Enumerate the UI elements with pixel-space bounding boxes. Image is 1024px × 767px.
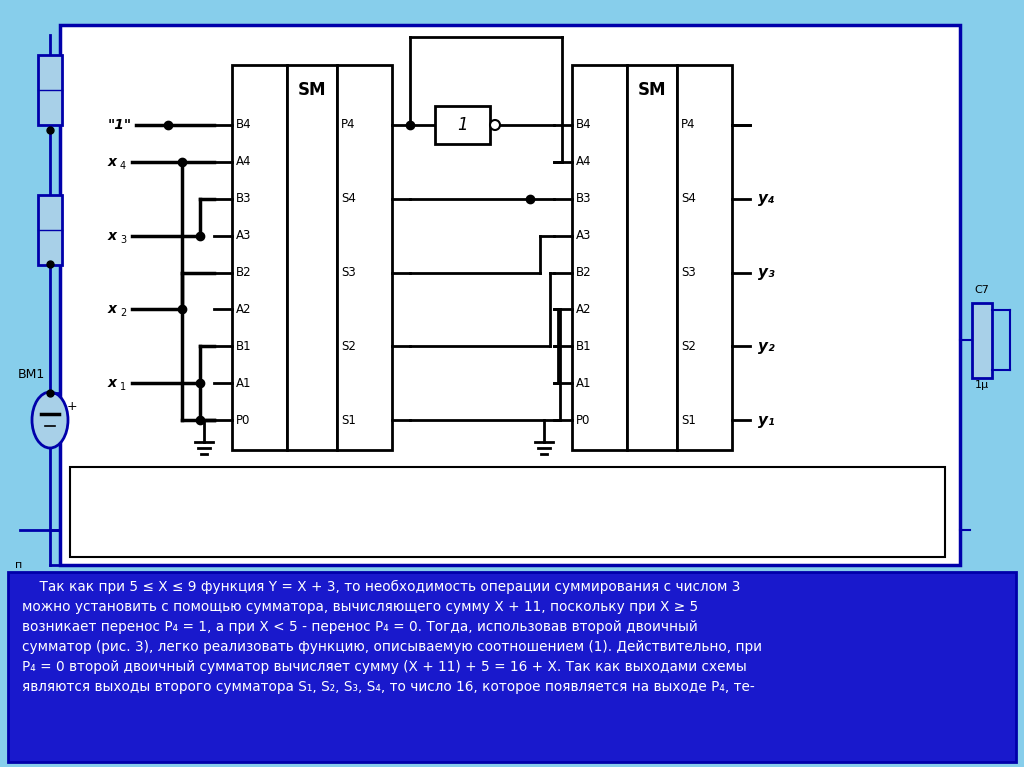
Text: B1: B1 bbox=[575, 340, 592, 353]
Bar bbox=[8, 572, 1016, 762]
Text: C7: C7 bbox=[975, 285, 989, 295]
Bar bbox=[287, 65, 337, 450]
Text: P0: P0 bbox=[236, 413, 251, 426]
Text: S1: S1 bbox=[681, 413, 696, 426]
Text: B4: B4 bbox=[575, 118, 592, 131]
Text: A1: A1 bbox=[236, 377, 252, 390]
Bar bbox=[627, 65, 677, 450]
Text: S4: S4 bbox=[681, 193, 696, 206]
Text: Рис.3 Схема элементарного преобразователя двоичного кода в двоично-десятичный с
: Рис.3 Схема элементарного преобразовател… bbox=[189, 473, 830, 528]
Text: x: x bbox=[108, 302, 117, 316]
Text: x: x bbox=[108, 229, 117, 242]
Text: B2: B2 bbox=[575, 266, 592, 279]
Text: 1: 1 bbox=[120, 382, 126, 392]
Text: P4: P4 bbox=[341, 118, 355, 131]
Text: "1": "1" bbox=[108, 118, 132, 132]
Text: y₄: y₄ bbox=[758, 191, 774, 206]
Ellipse shape bbox=[32, 392, 68, 448]
Text: B4: B4 bbox=[236, 118, 252, 131]
Text: SM: SM bbox=[638, 81, 667, 99]
Text: y₂: y₂ bbox=[758, 339, 774, 354]
Text: P4: P4 bbox=[681, 118, 695, 131]
Bar bbox=[572, 65, 627, 450]
Text: +: + bbox=[67, 400, 78, 413]
Text: A4: A4 bbox=[575, 156, 592, 169]
Bar bbox=[972, 303, 992, 378]
Text: SM: SM bbox=[298, 81, 327, 99]
Text: 1μ: 1μ bbox=[975, 380, 989, 390]
Text: п: п bbox=[15, 560, 23, 570]
Bar bbox=[38, 55, 62, 125]
Text: A1: A1 bbox=[575, 377, 592, 390]
Text: A2: A2 bbox=[236, 303, 252, 316]
Text: BM1: BM1 bbox=[18, 368, 45, 381]
Text: 1: 1 bbox=[457, 116, 468, 134]
Text: B3: B3 bbox=[575, 193, 592, 206]
Bar bbox=[60, 25, 961, 565]
Text: A2: A2 bbox=[575, 303, 592, 316]
Text: S3: S3 bbox=[681, 266, 695, 279]
Bar bbox=[435, 106, 490, 144]
Text: x: x bbox=[108, 155, 117, 169]
Text: P0: P0 bbox=[575, 413, 591, 426]
Text: S2: S2 bbox=[681, 340, 696, 353]
Text: S1: S1 bbox=[341, 413, 356, 426]
Bar bbox=[232, 65, 287, 450]
Bar bbox=[677, 65, 732, 450]
Circle shape bbox=[490, 120, 500, 130]
Text: y₁: y₁ bbox=[758, 413, 774, 427]
Text: y₃: y₃ bbox=[758, 265, 774, 280]
Text: S2: S2 bbox=[341, 340, 356, 353]
Text: Так как при 5 ≤ X ≤ 9 функция Y = X + 3, то необходимость операции суммирования : Так как при 5 ≤ X ≤ 9 функция Y = X + 3,… bbox=[22, 580, 762, 694]
Text: x: x bbox=[108, 376, 117, 390]
Text: S4: S4 bbox=[341, 193, 356, 206]
Text: B1: B1 bbox=[236, 340, 252, 353]
Bar bbox=[38, 195, 62, 265]
Bar bbox=[70, 467, 945, 557]
Text: A4: A4 bbox=[236, 156, 252, 169]
Text: 4: 4 bbox=[120, 161, 126, 171]
Text: S3: S3 bbox=[341, 266, 355, 279]
Text: A3: A3 bbox=[575, 229, 592, 242]
Text: B3: B3 bbox=[236, 193, 252, 206]
Text: B2: B2 bbox=[236, 266, 252, 279]
Text: 2: 2 bbox=[120, 308, 126, 318]
Bar bbox=[337, 65, 392, 450]
Text: 3: 3 bbox=[120, 235, 126, 245]
Text: A3: A3 bbox=[236, 229, 251, 242]
